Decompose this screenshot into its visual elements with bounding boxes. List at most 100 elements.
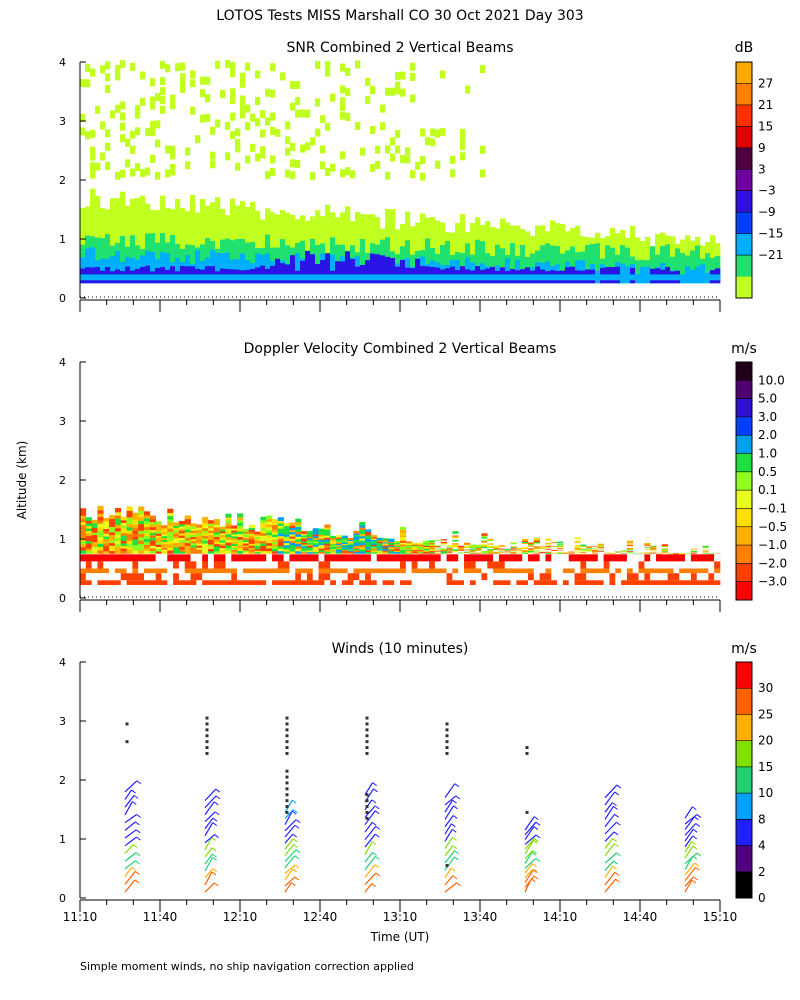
doppler-cell [341,542,348,546]
doppler-cell [324,568,331,574]
snr-cell [540,274,546,281]
snr-cell [160,96,166,105]
wind-barb [684,845,694,859]
snr-cell [195,274,201,281]
doppler-cell [208,524,215,529]
snr-cell [345,206,351,284]
doppler-cell [202,547,209,552]
colorbar-label: 2 [758,865,766,879]
doppler-cell [330,547,337,551]
missing-wind-dot [125,722,129,726]
doppler-cell [283,561,290,569]
doppler-cell [301,538,308,542]
doppler-cell [242,547,250,551]
doppler-cell [91,554,98,562]
snr-cell [355,211,361,284]
doppler-cell [283,554,290,562]
doppler-cell [312,550,319,554]
doppler-cell [336,550,343,553]
doppler-cell [196,540,203,544]
doppler-cell [190,529,197,533]
doppler-cell [178,523,186,527]
missing-wind-dot [125,740,129,744]
doppler-cell [400,536,407,540]
doppler-cell [452,551,459,554]
doppler-cell [458,573,465,581]
doppler-cell [103,530,110,534]
snr-cell [625,274,631,281]
doppler-cell [138,580,145,586]
colorbar-swatch [736,490,752,509]
doppler-cell [85,537,92,542]
doppler-cell [306,530,314,534]
snr-cell [485,274,491,281]
doppler-cell [219,541,226,545]
snr-cell [90,170,96,179]
doppler-cell [405,541,412,544]
doppler-cell [295,540,302,545]
doppler-cell [446,561,453,569]
doppler-cell [341,541,348,545]
doppler-cell [237,524,244,529]
snr-cell [180,79,186,88]
snr-cell [325,61,331,70]
doppler-cell [109,547,116,552]
doppler-cell [324,524,331,528]
snr-cell [150,78,156,87]
doppler-cell [266,568,273,574]
doppler-cell [80,530,87,535]
doppler-cell [138,532,145,538]
doppler-cell [109,549,116,554]
snr-cell [295,97,301,106]
wind-barb-flag [374,805,380,810]
snr-cell [80,79,86,88]
doppler-cell [97,509,104,514]
doppler-cell [114,573,122,581]
doppler-cell [295,554,302,562]
doppler-cell [714,573,721,581]
doppler-cell [353,580,360,586]
doppler-cell [202,544,209,549]
snr-cell [350,170,356,179]
doppler-cell [283,550,290,554]
snr-cell [175,199,181,284]
doppler-cell [370,580,378,586]
doppler-cell [603,573,610,581]
doppler-cell [149,539,156,544]
doppler-cell [91,526,98,531]
doppler-cell [400,550,407,554]
doppler-cell [469,568,476,574]
doppler-cell [225,530,232,535]
wind-barb [524,851,533,864]
wind-barb-flag [292,868,298,873]
doppler-cell [481,580,488,586]
wind-barb-flag [533,816,539,821]
doppler-cell [400,554,407,562]
snr-cell [235,144,241,153]
doppler-cell [173,533,180,537]
doppler-cell [405,568,412,574]
snr-cell [130,145,136,154]
doppler-cell [114,539,122,545]
snr-cell [130,274,136,281]
doppler-cell [91,531,98,536]
doppler-cell [155,525,162,530]
wind-barb [524,869,535,883]
doppler-cell [277,519,284,524]
doppler-cell [173,580,180,586]
doppler-cell [196,580,203,586]
doppler-cell [533,580,540,586]
doppler-cell [289,539,296,544]
doppler-cell [516,568,523,574]
doppler-cell [405,580,412,586]
doppler-cell [673,561,680,569]
doppler-cell [109,541,116,546]
wind-barb [604,872,616,886]
doppler-cell [114,527,122,532]
doppler-cell [353,547,360,551]
snr-cell [240,72,246,81]
doppler-cell [434,554,442,562]
doppler-cell [161,542,168,546]
doppler-cell [347,573,354,581]
